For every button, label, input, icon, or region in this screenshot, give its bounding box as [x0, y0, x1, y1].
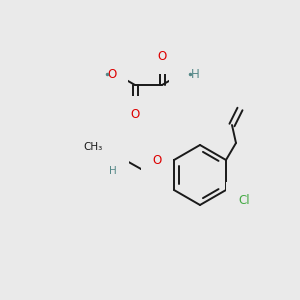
Text: O: O: [107, 68, 116, 80]
Text: O: O: [181, 68, 190, 80]
Text: H: H: [191, 68, 200, 80]
Text: O: O: [152, 154, 162, 166]
Text: H: H: [109, 166, 117, 176]
Text: H: H: [98, 68, 106, 80]
Text: O: O: [158, 50, 166, 62]
Text: O: O: [130, 107, 140, 121]
Text: CH₃: CH₃: [83, 142, 103, 152]
Text: Cl: Cl: [238, 194, 250, 206]
Text: N: N: [109, 155, 117, 169]
